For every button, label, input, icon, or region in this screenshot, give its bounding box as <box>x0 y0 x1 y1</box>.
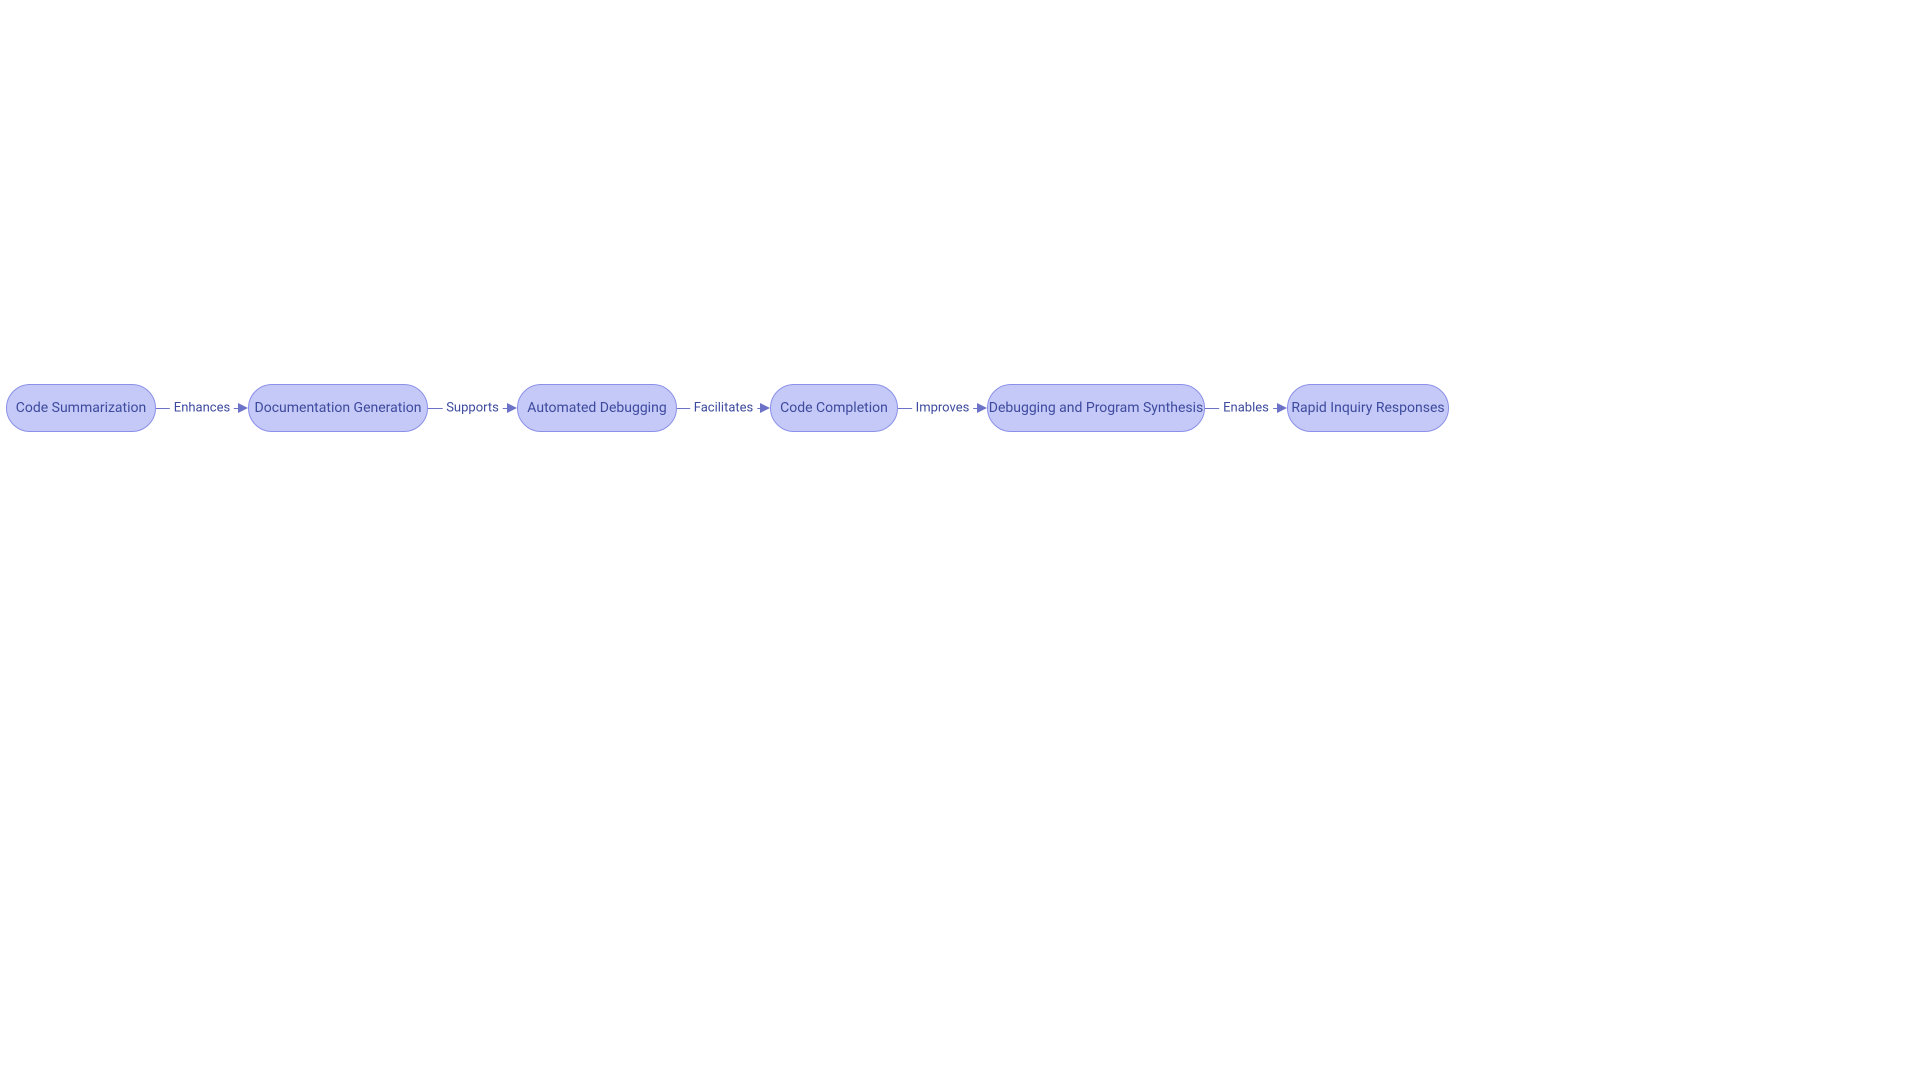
edge-arrowhead <box>507 403 517 413</box>
flow-node-label: Code Completion <box>780 400 888 416</box>
flow-node-label: Code Summarization <box>16 400 147 416</box>
edge-arrowhead <box>760 403 770 413</box>
flow-node-label: Debugging and Program Synthesis <box>989 400 1203 416</box>
flow-node[interactable]: Rapid Inquiry Responses <box>1287 384 1449 432</box>
edge-label: Enhances <box>170 401 234 416</box>
flow-node-label: Automated Debugging <box>527 400 666 416</box>
edge-label: Supports <box>442 401 503 416</box>
edge-label: Facilitates <box>690 401 758 416</box>
flow-node-label: Rapid Inquiry Responses <box>1291 400 1444 416</box>
flow-node[interactable]: Code Completion <box>770 384 898 432</box>
flow-node[interactable]: Debugging and Program Synthesis <box>987 384 1205 432</box>
edge-label: Enables <box>1219 401 1273 416</box>
edge-arrowhead <box>1277 403 1287 413</box>
flow-node-label: Documentation Generation <box>255 400 422 416</box>
edge-label: Improves <box>912 401 974 416</box>
edge-arrowhead <box>977 403 987 413</box>
flow-node[interactable]: Documentation Generation <box>248 384 428 432</box>
flowchart-canvas: Enhances Supports Facilitates Improves Enabl… <box>0 0 1920 1083</box>
edge-arrowhead <box>238 403 248 413</box>
flow-node[interactable]: Code Summarization <box>6 384 156 432</box>
flow-node[interactable]: Automated Debugging <box>517 384 677 432</box>
